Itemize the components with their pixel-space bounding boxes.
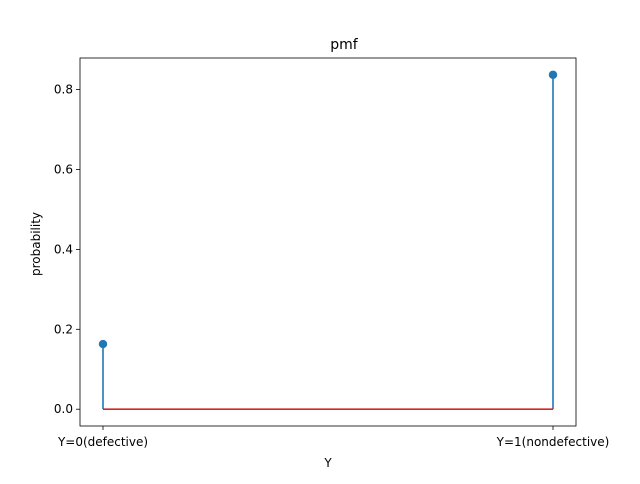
x-axis-ticks: Y=0(defective) Y=1(nondefective) <box>57 426 609 449</box>
y-tick-label: 0.2 <box>54 322 73 336</box>
stem-marker <box>98 339 108 349</box>
x-axis-label: Y <box>323 456 332 470</box>
y-tick-label: 0.4 <box>54 242 73 256</box>
y-tick-label: 0.0 <box>54 402 73 416</box>
axes-frame <box>79 57 577 427</box>
stem-marker <box>548 70 558 79</box>
chart-title: pmf <box>330 37 359 53</box>
plot-area <box>98 70 558 411</box>
y-tick-label: 0.6 <box>54 162 73 176</box>
x-tick-label: Y=1(nondefective) <box>496 435 610 449</box>
y-axis-ticks: 0.0 0.2 0.4 0.6 0.8 <box>54 83 80 416</box>
y-tick-label: 0.8 <box>54 83 73 97</box>
x-tick-label: Y=0(defective) <box>57 435 148 449</box>
y-axis-label: probability <box>29 212 43 276</box>
